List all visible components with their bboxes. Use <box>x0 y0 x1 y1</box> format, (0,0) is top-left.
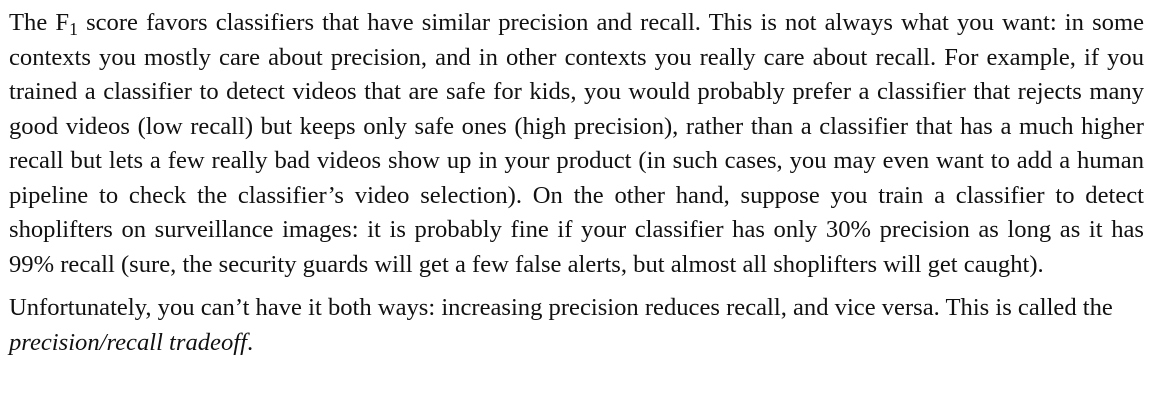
paragraph-f1-score: The F1 score favors classifiers that hav… <box>9 6 1144 282</box>
paragraph-1-body: score favors classifiers that have simil… <box>9 9 1144 278</box>
paragraph-tradeoff: Unfortunately, you can’t have it both wa… <box>9 291 1144 360</box>
paragraph-2-body: Unfortunately, you can’t have it both wa… <box>9 294 1113 321</box>
f1-subscript: 1 <box>69 18 78 39</box>
tradeoff-term: precision/recall tradeoff <box>9 328 247 356</box>
f1-prefix-text: The F <box>9 9 70 36</box>
paragraph-2-end: . <box>246 328 254 356</box>
